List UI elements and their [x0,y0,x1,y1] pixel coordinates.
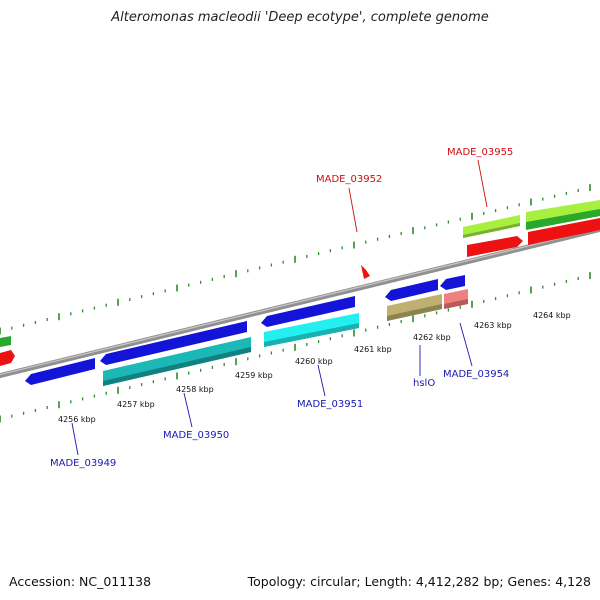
gene-made-03954-shadow [444,299,468,309]
callout-lines [71,159,488,456]
gene-hslo-upper-feature[interactable] [385,279,438,301]
scale-label-4259: 4259 kbp [235,371,273,380]
gene-next-red[interactable] [528,218,600,245]
gene-next-lime[interactable] [526,200,600,222]
made-03952-marker[interactable] [361,265,370,279]
gene-label-made-03955[interactable]: MADE_03955 [447,147,513,158]
accession-label: Accession: NC_011138 [9,574,152,589]
gene-made-03951-upper-feature[interactable] [261,296,355,327]
gene-left-edge-red[interactable] [0,350,15,366]
gene-made-03951-shadow [264,323,359,347]
scale-label-4261: 4261 kbp [354,345,392,354]
scale-label-4263: 4263 kbp [474,321,512,330]
genome-summary-label: Topology: circular; Length: 4,412,282 bp… [247,574,591,589]
scale-label-4260: 4260 kbp [295,357,333,366]
scale-label-4257: 4257 kbp [117,400,155,409]
map-title: Alteromonas macleodii 'Deep ecotype', co… [111,10,489,25]
genome-backbone [0,226,600,379]
gene-label-hslo[interactable]: hslO [413,378,435,389]
gene-hslo-shadow [387,304,442,321]
gene-next-green[interactable] [526,207,600,230]
gene-label-made-03950[interactable]: MADE_03950 [163,430,229,441]
gene-made-03949-feature[interactable] [25,358,95,385]
scale-label-4264: 4264 kbp [533,311,571,320]
gene-made-03955-upper-shadow [463,223,520,238]
gene-left-edge-green[interactable] [0,336,11,347]
gene-label-made-03949[interactable]: MADE_03949 [50,458,116,469]
gene-made-03955-feature[interactable] [467,236,523,257]
gene-label-made-03952[interactable]: MADE_03952 [316,174,382,185]
gene-made-03954-upper-feature[interactable] [440,275,465,290]
scale-label-4256: 4256 kbp [58,415,96,424]
gene-label-made-03954[interactable]: MADE_03954 [443,369,509,380]
scale-label-4262: 4262 kbp [413,333,451,342]
gene-made-03950-shadow [103,347,251,386]
scale-label-4258: 4258 kbp [176,385,214,394]
gene-label-made-03951[interactable]: MADE_03951 [297,399,363,410]
gene-made-03950-upper-feature[interactable] [100,321,247,365]
tick-tracks [0,184,591,423]
